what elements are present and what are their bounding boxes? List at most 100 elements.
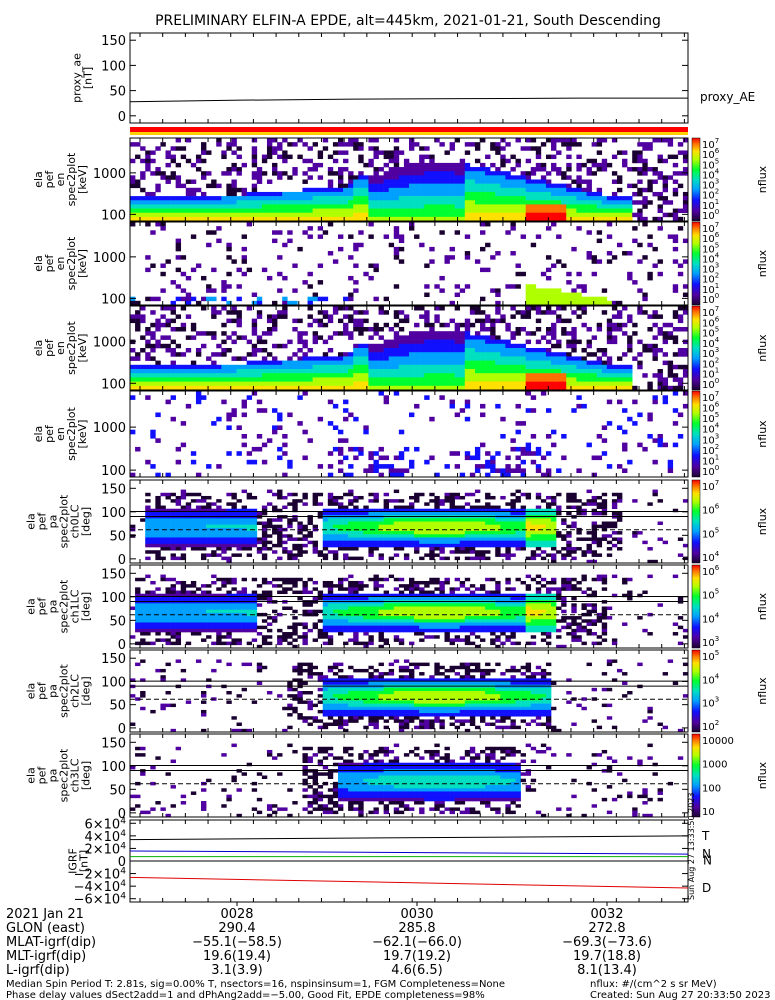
spectrogram-cell (231, 377, 237, 382)
spectrogram-cell (520, 200, 526, 205)
spectrogram-cell (490, 455, 496, 461)
spectrogram-cell (556, 300, 562, 306)
spectrogram-cell (637, 360, 643, 366)
spectrogram-cell (495, 300, 501, 306)
spectrogram-cell (551, 508, 557, 513)
spectrogram-cell (337, 200, 344, 205)
spectrogram-cell (677, 183, 684, 189)
spectrogram-cell (373, 331, 379, 336)
spectrogram-cell (398, 537, 405, 541)
spectrogram-cell (246, 364, 253, 370)
spectrogram-cell (667, 175, 674, 180)
spectrogram-cell (343, 511, 349, 516)
spectrogram-cell (571, 356, 577, 361)
spectrogram-cell (256, 521, 263, 525)
spectrogram-cell (165, 204, 171, 209)
spectrogram-cell (155, 495, 161, 500)
spectrogram-cell (505, 508, 511, 513)
spectrogram-cell (454, 556, 461, 561)
spectrogram-cell (601, 196, 608, 201)
spectrogram-cell (272, 518, 278, 522)
spectrogram-cell (434, 518, 440, 522)
spectrogram-cell (480, 518, 486, 522)
y-axis-label-line: spec2plot (65, 152, 78, 206)
spectrogram-cell (556, 356, 562, 361)
spectrogram-cell (388, 534, 395, 538)
spectrogram-cell (358, 343, 364, 349)
spectrogram-cell (530, 296, 537, 302)
spectrogram-cell (155, 499, 161, 503)
spectrogram-cell (510, 373, 516, 378)
spectrogram-cell (622, 429, 628, 435)
spectrogram-cell (383, 360, 390, 366)
spectrogram-cell (343, 521, 349, 525)
spectrogram-cell (682, 171, 689, 176)
spectrogram-cell (414, 373, 420, 378)
spectrogram-cell (464, 196, 471, 201)
spectrogram-cell (454, 352, 461, 357)
spectrogram-cell (348, 489, 354, 494)
spectrogram-cell (474, 259, 481, 264)
spectrogram-cell (211, 352, 217, 357)
spectrogram-cell (566, 191, 572, 197)
spectrogram-cell (277, 204, 283, 209)
spectrogram-cell (474, 179, 481, 184)
spectrogram-cell (195, 534, 202, 538)
spectrogram-cell (566, 339, 572, 345)
spectrogram-cell (282, 196, 288, 201)
spectrogram-cell (642, 216, 648, 222)
spectrogram-cell (444, 511, 450, 516)
spectrogram-cell (363, 521, 369, 525)
colorbar-tick-label: 103 (702, 346, 719, 360)
spectrogram-cell (480, 464, 486, 469)
spectrogram-cell (221, 556, 227, 561)
spectrogram-cell (297, 373, 303, 378)
spectrogram-cell (545, 511, 552, 516)
spectrogram-cell (388, 543, 395, 548)
spectrogram-cell (530, 369, 537, 374)
spectrogram-cell (185, 179, 192, 184)
spectrogram-cell (495, 343, 501, 349)
spectrogram-cell (495, 531, 501, 535)
spectrogram-cell (216, 142, 222, 147)
spectrogram-cell (282, 534, 288, 538)
spectrogram-cell (393, 381, 400, 387)
spectrogram-cell (616, 327, 623, 332)
spectrogram-cell (439, 343, 445, 349)
spectrogram-cell (155, 322, 161, 328)
spectrogram-cell (145, 508, 151, 513)
spectrogram-cell (145, 356, 151, 361)
spectrogram-cell (261, 531, 268, 535)
spectrogram-cell (480, 327, 486, 332)
spectrogram-cell (576, 547, 582, 551)
spectrogram-cell (327, 381, 334, 387)
spectrogram-cell (515, 521, 521, 525)
spectrogram-cell (206, 518, 212, 522)
spectrogram-cell (485, 540, 491, 545)
spectrogram-cell (272, 216, 278, 222)
spectrogram-cell (277, 154, 283, 160)
spectrogram-cell (505, 352, 511, 357)
spectrogram-cell (246, 381, 253, 387)
spectrogram-cell (261, 381, 268, 387)
spectrogram-cell (561, 296, 567, 302)
spectrogram-cell (216, 204, 222, 209)
spectrogram-cell (586, 255, 592, 260)
spectrogram-cell (277, 385, 283, 391)
spectrogram-cell (642, 446, 648, 452)
spectrogram-cell (576, 385, 582, 391)
spectrogram-cell (439, 547, 445, 551)
spectrogram-cell (596, 212, 603, 218)
spectrogram-cell (409, 191, 415, 197)
spectrogram-cell (322, 369, 329, 374)
spectrogram-cell (505, 550, 511, 554)
spectrogram-cell (515, 511, 521, 516)
spectrogram-cell (545, 537, 552, 541)
spectrogram-cell (495, 540, 501, 545)
spectrogram-cell (505, 464, 511, 469)
spectrogram-cell (358, 212, 364, 218)
spectrogram-cell (185, 373, 192, 378)
spectrogram-cell (358, 508, 364, 513)
spectrogram-cell (591, 158, 597, 164)
spectrogram-cell (576, 364, 582, 370)
